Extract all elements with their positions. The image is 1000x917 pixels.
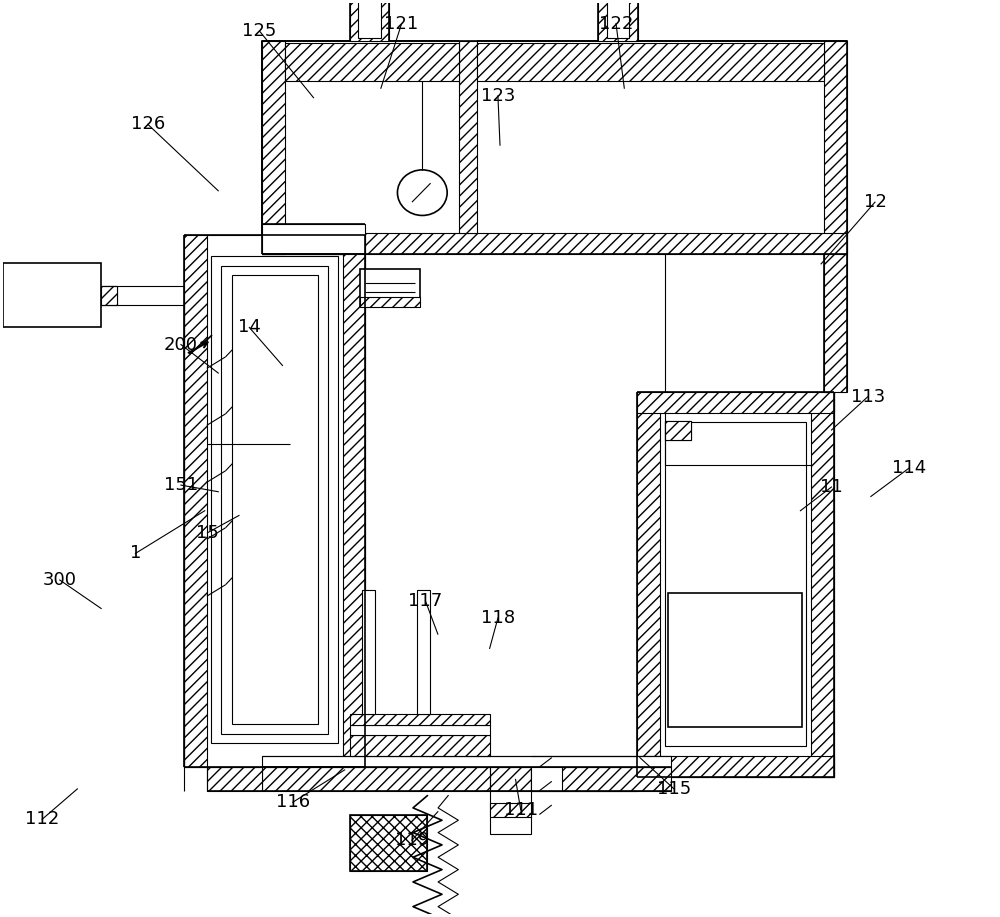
Bar: [490, 803, 531, 817]
Bar: [211, 256, 338, 744]
Text: 15: 15: [196, 524, 219, 542]
Bar: [262, 40, 847, 254]
Bar: [101, 286, 117, 304]
Bar: [262, 224, 365, 254]
Bar: [262, 234, 847, 254]
Text: 117: 117: [408, 591, 443, 610]
Bar: [824, 254, 847, 392]
Bar: [262, 234, 343, 254]
Text: 14: 14: [238, 318, 261, 337]
Text: 116: 116: [276, 793, 310, 812]
Text: 119: 119: [395, 831, 429, 849]
Bar: [637, 756, 834, 777]
Bar: [360, 269, 420, 306]
Bar: [665, 421, 691, 439]
Text: 12: 12: [864, 193, 886, 211]
Bar: [360, 297, 420, 306]
Text: 1: 1: [130, 545, 141, 562]
Text: 125: 125: [242, 22, 277, 40]
Bar: [350, 814, 427, 871]
Bar: [350, 735, 490, 756]
Bar: [350, 814, 427, 871]
Bar: [358, 0, 381, 38]
Bar: [531, 767, 562, 790]
Bar: [101, 286, 117, 304]
Bar: [811, 392, 834, 777]
Text: 115: 115: [657, 779, 691, 798]
Bar: [3, 263, 101, 327]
Text: 11: 11: [820, 478, 843, 496]
Bar: [637, 392, 834, 413]
Bar: [262, 40, 285, 254]
Bar: [607, 0, 629, 38]
Bar: [490, 767, 531, 790]
Bar: [285, 43, 459, 81]
Bar: [262, 756, 671, 767]
Bar: [184, 236, 365, 767]
Bar: [459, 40, 477, 234]
Bar: [207, 767, 262, 790]
Bar: [350, 714, 490, 725]
Text: 200: 200: [164, 336, 198, 354]
Bar: [824, 40, 847, 254]
Bar: [232, 275, 318, 724]
Text: 151: 151: [164, 476, 198, 494]
Bar: [184, 236, 207, 767]
Bar: [598, 0, 638, 40]
Text: 111: 111: [504, 801, 538, 819]
Bar: [490, 790, 531, 834]
Bar: [350, 725, 490, 735]
Bar: [637, 392, 660, 777]
Bar: [668, 592, 802, 727]
Bar: [477, 43, 824, 81]
Bar: [490, 767, 531, 790]
Bar: [262, 767, 671, 790]
Bar: [665, 423, 806, 746]
Text: 123: 123: [481, 87, 515, 105]
Bar: [343, 236, 365, 767]
Bar: [362, 591, 375, 714]
Bar: [221, 266, 328, 734]
Text: 112: 112: [25, 811, 59, 828]
Text: 300: 300: [43, 571, 77, 589]
Bar: [417, 591, 430, 714]
Bar: [637, 392, 834, 777]
Text: 114: 114: [892, 459, 926, 477]
Bar: [665, 421, 691, 439]
Text: 121: 121: [384, 15, 419, 33]
Text: 113: 113: [851, 388, 885, 406]
Text: 126: 126: [131, 116, 165, 133]
Text: 118: 118: [481, 609, 515, 627]
Text: 122: 122: [599, 15, 633, 33]
Bar: [350, 0, 389, 40]
